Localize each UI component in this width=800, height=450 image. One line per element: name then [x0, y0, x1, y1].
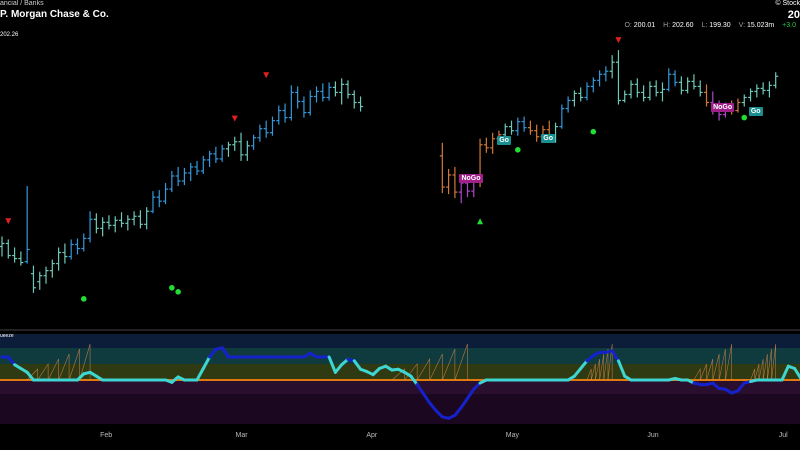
- oscillator-band: [0, 394, 800, 424]
- oscillator-segment: [415, 383, 425, 396]
- oscillator-segment: [6, 355, 17, 367]
- go-dot: [515, 147, 521, 153]
- nogo-label: NoGo: [711, 102, 735, 112]
- squeeze-hatch: [37, 362, 49, 381]
- oscillator-band: [0, 364, 800, 380]
- oscillator-segment: [327, 355, 337, 374]
- x-tick-label: Apr: [366, 432, 378, 439]
- squeeze-hatch: [718, 348, 726, 381]
- oscillator-segment: [208, 347, 218, 359]
- ohlc-open-key: O:: [624, 22, 632, 29]
- squeeze-hatch: [442, 348, 456, 381]
- oscillator-segment: [409, 374, 419, 387]
- x-tick-label: Jul: [778, 432, 788, 439]
- oscillator-segment: [610, 349, 620, 363]
- squeeze-hatch: [454, 343, 468, 381]
- x-tick-label: Jun: [647, 432, 659, 439]
- sell-arrow: [5, 218, 12, 225]
- header-sector: ancial / Banks: [0, 0, 44, 7]
- oscillator-segment: [453, 406, 463, 417]
- oscillator-segment: [780, 364, 790, 382]
- ohlc-high-key: H:: [663, 22, 671, 29]
- oscillator-segment: [428, 401, 438, 413]
- squeeze-hatch: [758, 358, 764, 381]
- oscillator-segment: [220, 346, 230, 359]
- nogo-label: NoGo: [459, 174, 483, 184]
- squeeze-hatch: [599, 353, 605, 381]
- sell-arrow: [615, 37, 622, 44]
- oscillator-band: [0, 334, 800, 348]
- ohlc-volume-key: V:: [738, 22, 746, 29]
- ohlc-open-value: 200.01: [633, 22, 656, 29]
- squeeze-hatch: [762, 353, 768, 381]
- squeeze-hatch: [416, 357, 431, 381]
- squeeze-hatch: [767, 348, 772, 381]
- ohlc-high-value: 202.60: [672, 22, 694, 29]
- squeeze-hatch: [595, 358, 600, 381]
- squeeze-hatch: [706, 358, 714, 381]
- go-label: Go: [541, 133, 555, 143]
- squeeze-hatch: [699, 363, 707, 381]
- go-label: Go: [748, 106, 763, 116]
- oscillator-segment: [333, 363, 344, 374]
- oscillator-segment: [195, 367, 205, 382]
- x-tick-label: May: [505, 432, 520, 439]
- squeeze-hatch: [47, 358, 59, 381]
- oscillator-band: [0, 380, 800, 394]
- squeeze-hatch: [712, 353, 720, 381]
- squeeze-hatch: [68, 348, 80, 381]
- x-tick-label: Mar: [235, 432, 248, 439]
- oscillator-label: ueeze: [0, 333, 14, 339]
- oscillator-segment: [465, 387, 476, 400]
- ohlc-readout: O: 200.01 H: 202.60 L: 199.30 V: 15.023m…: [624, 22, 796, 29]
- go-dot: [169, 284, 175, 291]
- oscillator-segment: [201, 355, 212, 370]
- ohlc-low-value: 199.30: [709, 22, 731, 29]
- squeeze-hatch: [603, 348, 609, 381]
- squeeze-hatch: [58, 353, 70, 381]
- go-dot: [590, 128, 597, 135]
- x-tick-label: Feb: [100, 432, 113, 439]
- buy-arrow: [477, 218, 484, 225]
- go-dot: [80, 296, 87, 302]
- squeeze-hatch: [607, 343, 613, 381]
- oscillator-segment: [736, 381, 746, 393]
- squeeze-hatch: [590, 363, 596, 381]
- ohlc-volume-value: 15.023m: [746, 22, 775, 29]
- oscillator-segment: [579, 359, 589, 370]
- squeeze-hatch: [750, 368, 756, 381]
- squeeze-hatch: [586, 368, 592, 381]
- year-label: 20: [787, 9, 800, 21]
- squeeze-hatch: [429, 353, 443, 381]
- go-dot: [175, 288, 181, 295]
- oscillator-band: [0, 348, 800, 364]
- sell-arrow: [231, 115, 238, 122]
- sell-arrow: [263, 72, 270, 79]
- ohlc-change-value: +3.0: [782, 22, 796, 29]
- oscillator-segment: [25, 370, 35, 382]
- go-dot: [741, 114, 748, 121]
- squeeze-hatch: [79, 343, 91, 381]
- squeeze-hatch: [725, 343, 732, 381]
- oscillator-segment: [421, 392, 432, 405]
- squeeze-hatch: [754, 363, 760, 381]
- brand-watermark: © Stock: [775, 0, 800, 7]
- squeeze-hatch: [771, 343, 777, 381]
- go-label: Go: [497, 135, 511, 145]
- oscillator-segment: [459, 396, 469, 410]
- symbol-title: P. Morgan Chase & Co.: [0, 9, 109, 20]
- oscillator-segment: [572, 367, 583, 378]
- oscillator-segment: [616, 359, 627, 378]
- ohlc-low-key: L:: [701, 22, 708, 29]
- price-tag: 202.26: [0, 32, 19, 38]
- oscillator-segment: [352, 359, 363, 371]
- squeeze-hatch: [693, 367, 701, 381]
- squeeze-hatch: [391, 368, 405, 381]
